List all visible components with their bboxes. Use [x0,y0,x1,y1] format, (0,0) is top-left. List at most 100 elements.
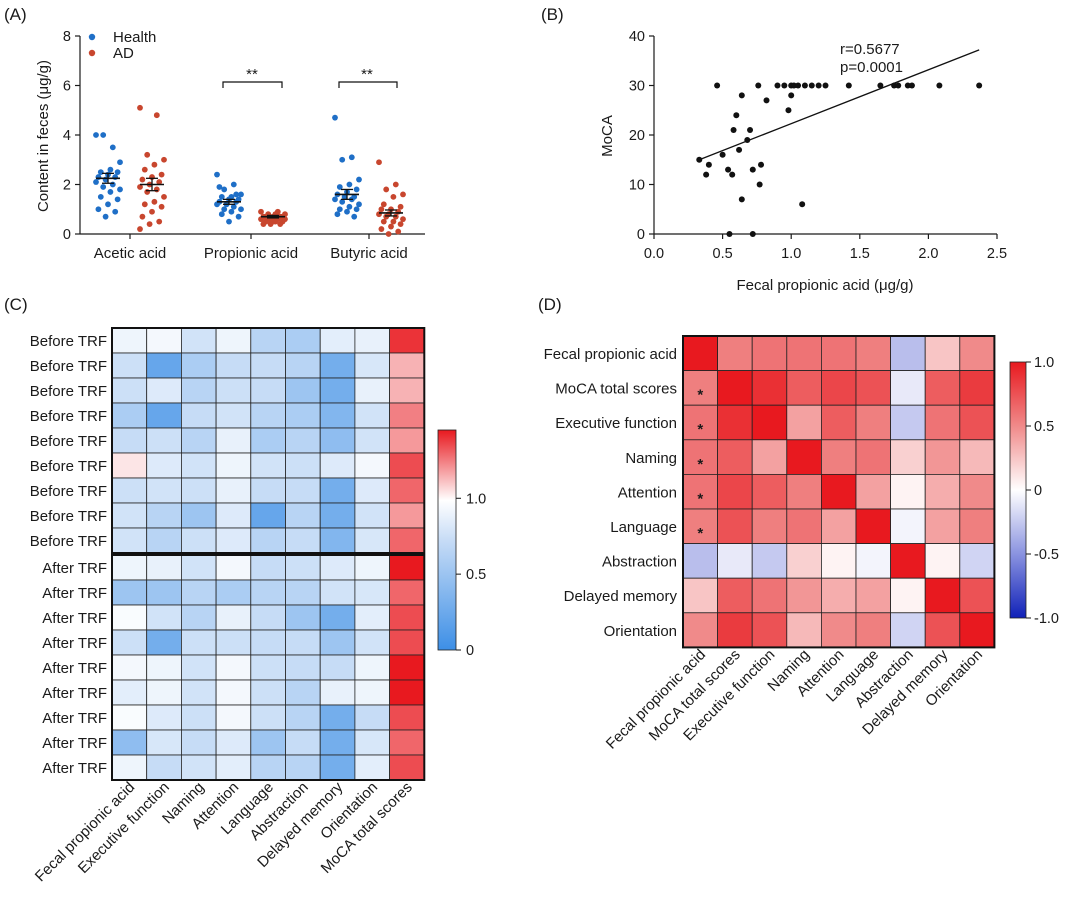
chart-b-x-tick-label: 0.0 [644,246,664,262]
heatmap-cell [180,679,217,706]
correlation-r-annotation: r=0.5677 [840,41,900,58]
corr-cell [821,543,857,579]
heatmap-cell [285,352,321,379]
scatter-point [808,82,815,89]
health-point [93,132,99,138]
heatmap-cell [319,377,356,404]
heatmap-row-label: After TRF [42,635,107,652]
heatmap-cell [111,377,148,404]
corr-cell [959,439,995,475]
health-point [114,169,121,176]
health-point [93,179,99,185]
corr-cell [924,612,961,648]
chart-b-x-tick-label: 2.0 [918,246,938,262]
corr-row-label: Language [610,519,677,536]
heatmap-cell [285,477,321,504]
heatmap-row-label: After TRF [42,710,107,727]
heatmap-cell [111,452,148,479]
health-point [346,181,353,188]
heatmap-row-label: After TRF [42,610,107,627]
significance-star: * [697,490,703,507]
health-point [105,201,111,208]
heatmap-cell [146,629,182,656]
corr-cell [786,612,822,648]
heatmap-cell [215,452,252,479]
heatmap-cell [319,477,356,504]
heatmap-cell [285,452,321,479]
chart-a-y-tick-label: 8 [63,29,71,45]
health-point [339,156,346,163]
scatter-point [788,92,795,99]
scatter-point [799,201,806,208]
chart-b-y-label: MoCA [599,115,616,157]
health-point [226,218,232,225]
heatmap-cell [146,704,182,731]
significance-butyric: ** [361,66,373,83]
health-point [114,196,121,203]
heatmap-cell [215,579,252,606]
colorbar-c-tick-label: 1.0 [466,491,486,507]
heatmap-cell [389,654,425,681]
scatter-point [781,82,788,89]
heatmap-cell [215,502,252,529]
scatter-point [747,127,754,134]
health-point [228,208,235,215]
ad-point [277,221,284,228]
heatmap-cell [354,579,390,606]
chart-a-y-tick-label: 0 [63,227,71,243]
corr-cell [751,577,788,614]
heatmap-cell [146,729,182,756]
corr-cell [717,404,753,441]
corr-cell [924,543,961,579]
heatmap-cell [285,502,321,529]
heatmap-cell [354,629,390,656]
heatmap-cell [389,629,425,656]
corr-cell [959,612,995,648]
heatmap-cell [285,402,321,429]
corr-cell [855,612,891,648]
corr-cell [786,370,822,406]
heatmap-cell [389,754,425,781]
corr-cell [890,508,926,544]
corr-cell [786,543,822,579]
corr-cell [786,335,822,371]
corr-cell [821,439,857,475]
heatmap-cell [215,402,252,429]
heatmap-cell [354,554,390,581]
health-point [341,193,348,200]
significance-bracket [222,81,283,88]
heatmap-cell [215,327,252,354]
health-point [216,184,223,190]
ad-point [390,193,397,200]
heatmap-cell [215,377,252,404]
corr-row-label: MoCA total scores [555,381,677,398]
heatmap-cell [215,352,252,379]
heatmap-cell [215,477,252,504]
scatter-point [758,161,765,168]
heatmap-cell [354,427,390,454]
scatter-point [891,82,898,89]
health-point [107,189,114,195]
corr-cell [959,543,995,579]
corr-cell [821,577,857,614]
heatmap-cell [319,352,356,379]
ad-point [385,231,392,237]
heatmap-cell [146,679,182,706]
colorbar-c-tick-label: 0.5 [466,567,486,583]
corr-cell [959,473,995,510]
heatmap-cell [285,579,321,606]
heatmap-cell [111,654,148,681]
heatmap-cell [111,502,148,529]
heatmap-cell [146,352,182,379]
chart-a-y-tick-label: 4 [63,128,71,144]
heatmap-cell [250,679,286,706]
heatmap-cell [354,352,390,379]
ad-point [158,203,165,210]
heatmap-cell [354,754,390,781]
heatmap-cell [250,604,286,631]
health-point [356,201,362,208]
corr-cell [890,473,926,510]
ad-point [383,186,390,193]
corr-cell [751,508,788,544]
heatmap-block-border [111,327,426,554]
